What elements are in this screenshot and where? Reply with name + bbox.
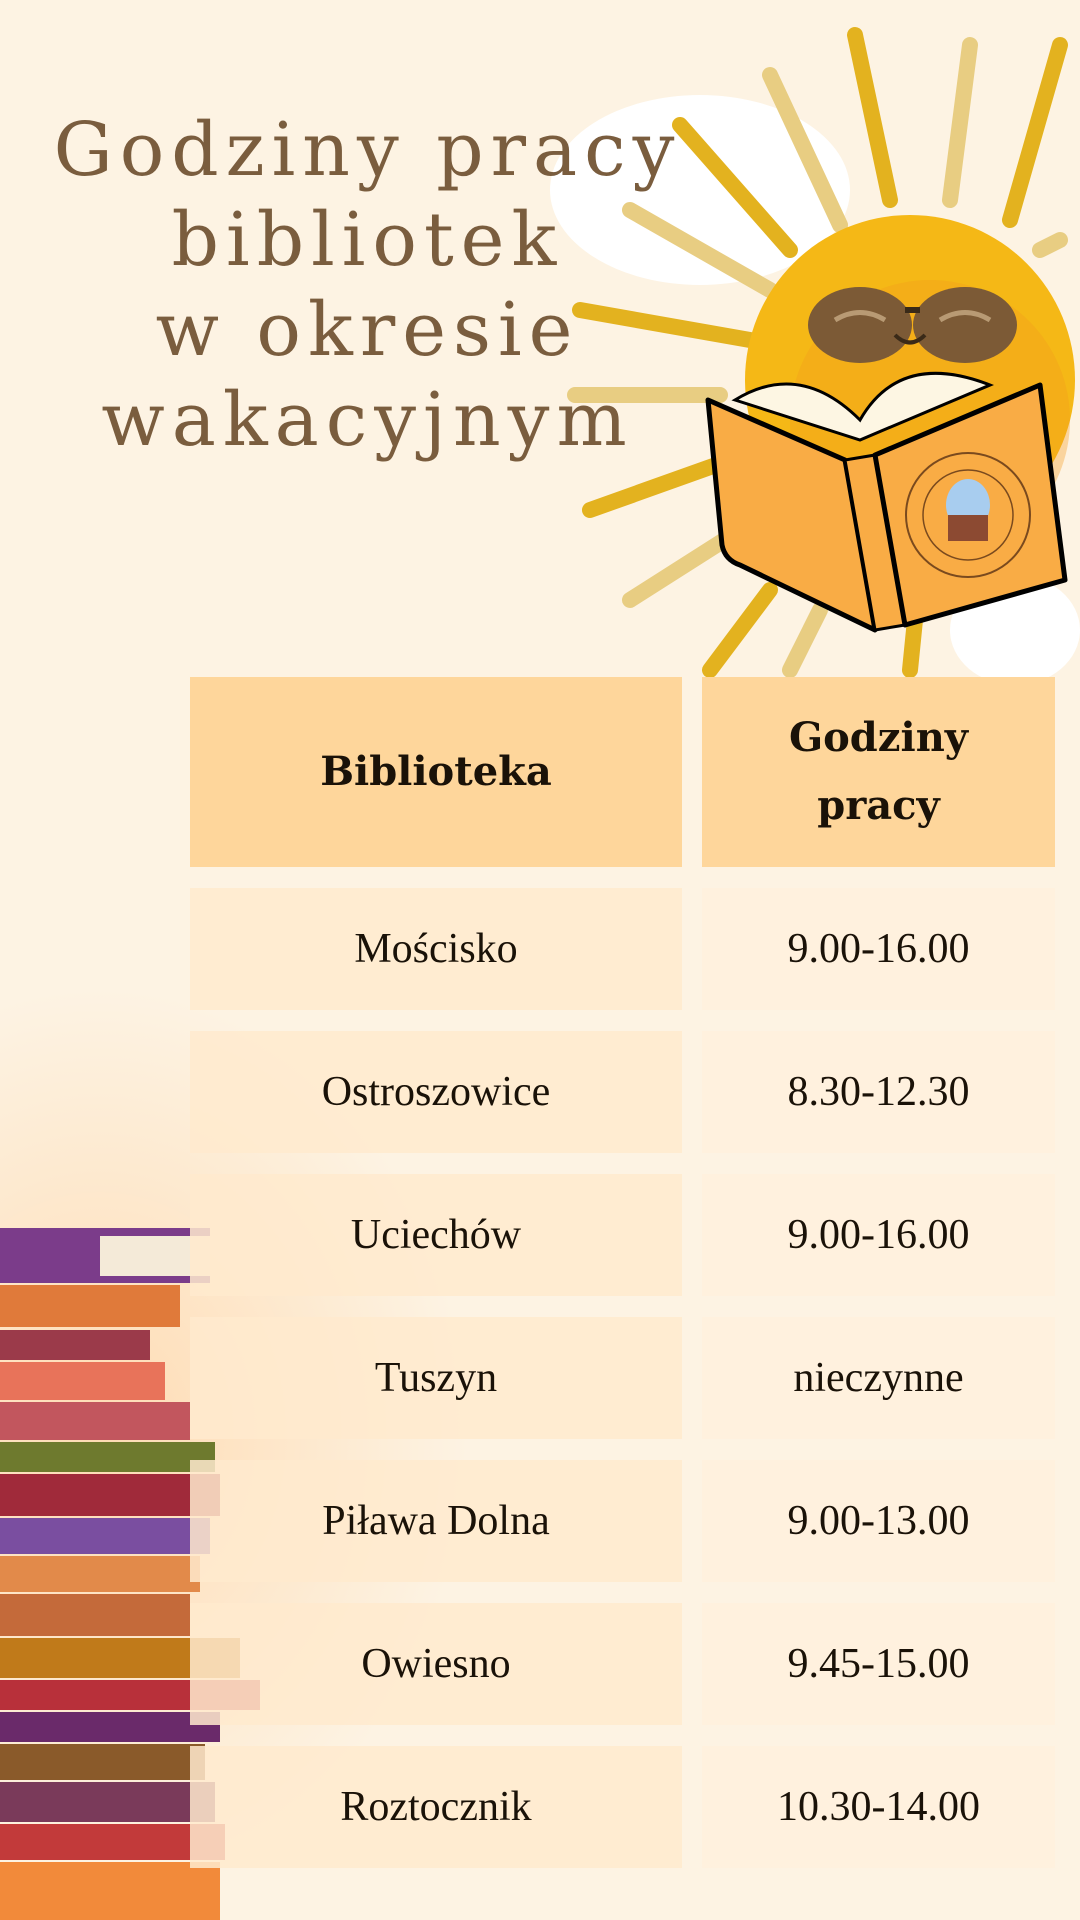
hours-cell: 10.30-14.00 bbox=[702, 1746, 1055, 1868]
header-hours-line: pracy bbox=[817, 782, 940, 829]
library-logo bbox=[905, 452, 1031, 578]
hours-cell: 9.45-15.00 bbox=[702, 1603, 1055, 1725]
book-stack bbox=[0, 1228, 260, 1920]
hours-cell: 8.30-12.30 bbox=[702, 1031, 1055, 1153]
page-title: Godziny pracy bibliotek w okresie wakacy… bbox=[0, 105, 735, 465]
library-name-cell: Mościsko bbox=[190, 888, 682, 1010]
library-name-cell: Roztocznik bbox=[190, 1746, 682, 1868]
header-hours: Godziny pracy bbox=[702, 677, 1055, 867]
sunglasses bbox=[808, 287, 1017, 363]
header-library: Biblioteka bbox=[190, 677, 682, 867]
smile bbox=[893, 333, 927, 345]
hours-cell: nieczynne bbox=[702, 1317, 1055, 1439]
library-name-cell: Uciechów bbox=[190, 1174, 682, 1296]
library-name-cell: Tuszyn bbox=[190, 1317, 682, 1439]
title-line: bibliotek bbox=[171, 197, 564, 283]
title-line: wakacyjnym bbox=[101, 377, 634, 463]
sun-rays bbox=[567, 27, 1068, 678]
library-name-cell: Owiesno bbox=[190, 1603, 682, 1725]
library-name-cell: Piława Dolna bbox=[190, 1460, 682, 1582]
hours-cell: 9.00-16.00 bbox=[702, 888, 1055, 1010]
hours-cell: 9.00-16.00 bbox=[702, 1174, 1055, 1296]
hours-cell: 9.00-13.00 bbox=[702, 1460, 1055, 1582]
header-hours-line: Godziny bbox=[788, 714, 969, 761]
title-line: w okresie bbox=[155, 287, 580, 373]
library-name-cell: Ostroszowice bbox=[190, 1031, 682, 1153]
title-line: Godziny pracy bbox=[53, 107, 682, 193]
